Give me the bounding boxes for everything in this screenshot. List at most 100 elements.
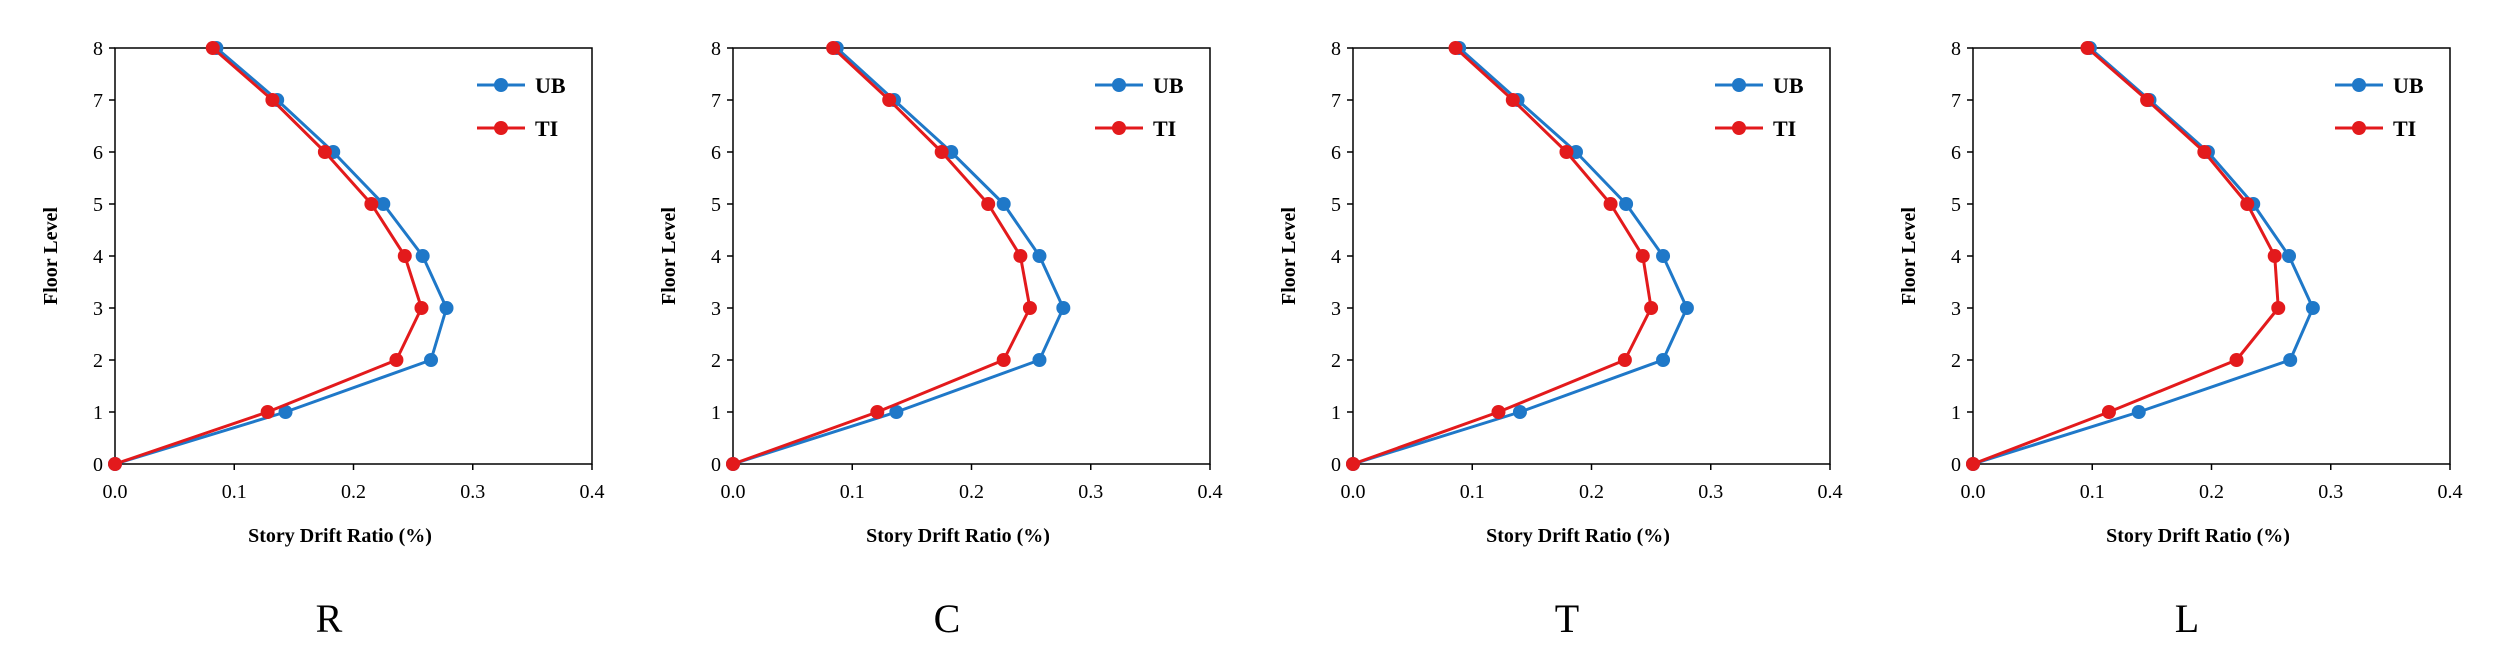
data-point-TI	[934, 145, 949, 159]
y-tick-label: 0	[711, 454, 721, 476]
data-point-TI	[260, 405, 275, 419]
data-point-TI	[726, 457, 740, 471]
y-tick-label: 1	[93, 402, 103, 424]
chart-panel-T: 0 1 2 3 4 5 6 7 8 0.0 0.1 0.2 0.3 0.4 Story Drift Rati…	[1278, 38, 1843, 641]
data-point-UB	[2131, 405, 2146, 419]
legend-label-UB: UB	[2393, 73, 2424, 98]
data-point-UB	[1512, 405, 1527, 419]
panel-caption: R	[316, 596, 343, 641]
y-tick-label: 3	[1331, 298, 1341, 320]
data-point-UB	[889, 405, 904, 419]
data-point-UB	[2282, 249, 2297, 263]
y-tick-label: 0	[93, 454, 103, 476]
data-point-TI	[397, 249, 412, 263]
data-point-UB	[439, 301, 454, 315]
data-point-UB	[996, 197, 1011, 211]
y-tick-label: 8	[711, 38, 721, 60]
y-tick-label: 6	[93, 142, 103, 164]
x-tick-label: 0.1	[840, 481, 865, 503]
data-point-TI	[205, 41, 220, 55]
y-tick-label: 5	[1951, 194, 1961, 216]
legend-label-TI: TI	[1773, 116, 1796, 141]
legend-marker-UB	[1732, 78, 1746, 92]
x-axis-title: Story Drift Ratio (%)	[866, 525, 1050, 547]
legend-marker-UB	[1112, 78, 1126, 92]
legend-marker-TI	[494, 121, 508, 135]
data-point-TI	[1617, 353, 1632, 367]
series-line-TI	[1972, 46, 2280, 466]
plot-frame	[114, 47, 593, 465]
y-tick-label: 4	[1331, 246, 1341, 268]
x-axis-title: Story Drift Ratio (%)	[1486, 525, 1670, 547]
series-line-UB	[114, 46, 448, 466]
y-tick-label: 2	[93, 350, 103, 372]
y-axis-title: Floor Level	[1278, 207, 1300, 305]
y-axis-title: Floor Level	[1898, 207, 1920, 305]
legend-label-TI: TI	[2393, 116, 2416, 141]
data-point-TI	[1346, 457, 1360, 471]
y-axis-title: Floor Level	[40, 207, 62, 305]
data-point-TI	[870, 405, 885, 419]
legend-label-TI: TI	[1153, 116, 1176, 141]
y-tick-label: 6	[1331, 142, 1341, 164]
x-tick-label: 0.0	[103, 481, 128, 503]
x-tick-label: 0.2	[1579, 481, 1604, 503]
y-tick-label: 4	[1951, 246, 1961, 268]
chart-panel-R: 0 1 2 3 4 5 6 7 8 0.0 0.1 0.2 0.3 0.4 Story Drift Rati…	[40, 38, 605, 641]
legend-label-UB: UB	[1153, 73, 1184, 98]
legend-marker-UB	[494, 78, 508, 92]
data-point-TI	[2080, 41, 2095, 55]
x-tick-label: 0.4	[1198, 481, 1223, 503]
y-tick-label: 6	[1951, 142, 1961, 164]
data-point-TI	[1448, 41, 1463, 55]
y-tick-label: 7	[1331, 90, 1341, 112]
x-tick-label: 0.0	[1961, 481, 1986, 503]
y-tick-label: 5	[711, 194, 721, 216]
data-point-TI	[108, 457, 122, 471]
data-point-TI	[2267, 249, 2282, 263]
data-point-TI	[2197, 145, 2212, 159]
data-point-UB	[1056, 301, 1071, 315]
data-point-UB	[1679, 301, 1694, 315]
plot-frame	[1352, 47, 1831, 465]
x-tick-label: 0.1	[2080, 481, 2105, 503]
y-tick-label: 1	[711, 402, 721, 424]
data-point-TI	[414, 301, 429, 315]
data-point-TI	[1635, 249, 1650, 263]
y-tick-label: 3	[711, 298, 721, 320]
y-tick-label: 0	[1951, 454, 1961, 476]
legend-label-TI: TI	[535, 116, 558, 141]
y-tick-label: 2	[1331, 350, 1341, 372]
data-point-UB	[376, 197, 391, 211]
x-tick-label: 0.3	[2318, 481, 2343, 503]
y-tick-label: 1	[1331, 402, 1341, 424]
legend-marker-TI	[2352, 121, 2366, 135]
data-point-UB	[424, 353, 439, 367]
y-tick-label: 8	[93, 38, 103, 60]
legend-label-UB: UB	[535, 73, 566, 98]
x-tick-label: 0.4	[1818, 481, 1843, 503]
legend-marker-UB	[2352, 78, 2366, 92]
y-tick-label: 7	[1951, 90, 1961, 112]
data-point-UB	[2305, 301, 2320, 315]
data-point-TI	[1966, 457, 1980, 471]
chart-panel-C: 0 1 2 3 4 5 6 7 8 0.0 0.1 0.2 0.3 0.4 Story Drift Rati…	[658, 38, 1223, 641]
data-point-UB	[1032, 249, 1047, 263]
data-point-TI	[265, 93, 280, 107]
legend-label-UB: UB	[1773, 73, 1804, 98]
panel-caption: C	[934, 596, 961, 641]
data-point-UB	[1656, 249, 1671, 263]
panel-caption: T	[1555, 596, 1579, 641]
y-tick-label: 2	[711, 350, 721, 372]
x-tick-label: 0.2	[341, 481, 366, 503]
data-point-TI	[389, 353, 404, 367]
y-tick-label: 0	[1331, 454, 1341, 476]
chart-panel-L: 0 1 2 3 4 5 6 7 8 0.0 0.1 0.2 0.3 0.4 Story Drift Rati…	[1898, 38, 2463, 641]
y-tick-label: 4	[711, 246, 721, 268]
data-point-TI	[2271, 301, 2286, 315]
y-tick-label: 7	[711, 90, 721, 112]
x-tick-label: 0.2	[959, 481, 984, 503]
data-point-TI	[981, 197, 996, 211]
data-point-UB	[1032, 353, 1047, 367]
x-tick-label: 0.0	[1341, 481, 1366, 503]
